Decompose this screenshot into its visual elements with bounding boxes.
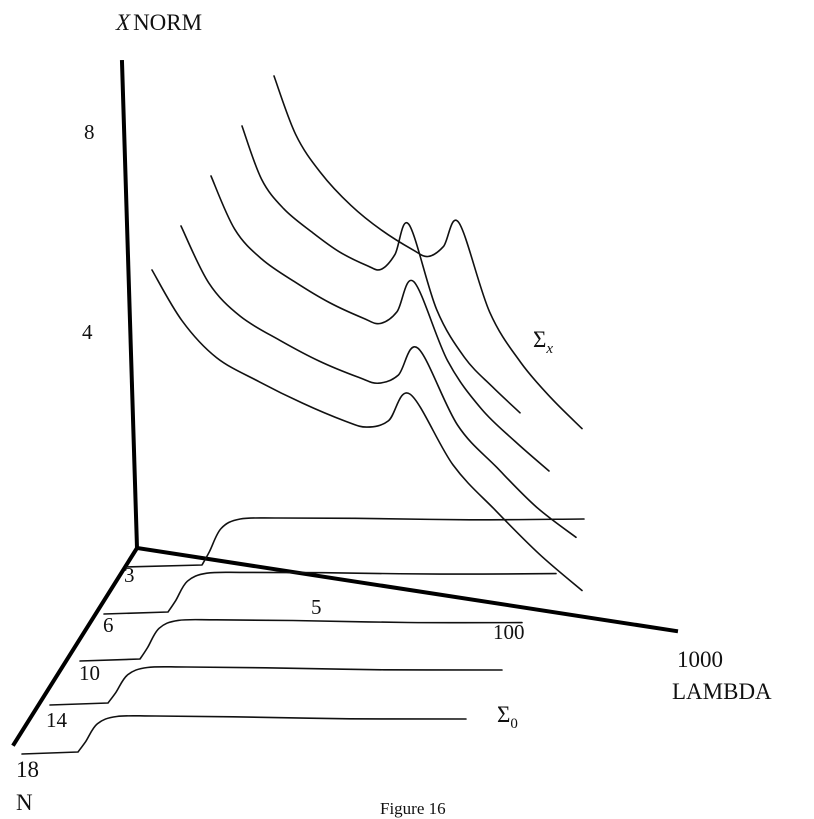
sigma-0-symbol: Σ bbox=[497, 702, 510, 727]
sigma-0-curve-n6 bbox=[103, 571, 557, 615]
sigma-x-label: Σx bbox=[533, 327, 553, 357]
sigma-x-symbol: Σ bbox=[533, 327, 546, 352]
n-tick-3: 3 bbox=[124, 563, 135, 587]
sigma-x-curve-n6 bbox=[241, 125, 521, 414]
lambda-axis-line bbox=[134, 545, 679, 634]
n-tick-10: 10 bbox=[79, 661, 100, 685]
n-axis-value: 18 bbox=[16, 757, 39, 782]
lambda-tick-5: 5 bbox=[311, 595, 322, 619]
z-axis-line bbox=[119, 59, 140, 551]
n-axis-line bbox=[11, 545, 140, 747]
sigma-0-curve-n3 bbox=[125, 517, 585, 568]
lambda-tick-100: 100 bbox=[493, 620, 525, 644]
z-axis-label-italic: X bbox=[115, 10, 131, 35]
sigma-0-subscript: 0 bbox=[510, 716, 518, 732]
sigma-x-subscript: x bbox=[545, 341, 553, 357]
z-axis-label-text: NORM bbox=[133, 10, 202, 35]
z-tick-8: 8 bbox=[84, 120, 95, 144]
sigma-x-curve-n10 bbox=[210, 175, 550, 472]
figure-caption: Figure 16 bbox=[380, 799, 446, 818]
sigma-x-surface bbox=[151, 75, 583, 592]
n-tick-14: 14 bbox=[46, 708, 68, 732]
sigma-0-curve-n18 bbox=[21, 714, 467, 755]
sigma-0-label: Σ0 bbox=[497, 702, 518, 732]
lambda-axis-label: LAMBDA bbox=[672, 679, 772, 704]
n-tick-6: 6 bbox=[103, 613, 114, 637]
lambda-axis-value: 1000 bbox=[677, 647, 723, 672]
n-axis-label: N bbox=[16, 790, 33, 815]
z-tick-4: 4 bbox=[82, 320, 93, 344]
sigma-x-curve-n14 bbox=[180, 225, 577, 539]
z-axis-label: X NORM bbox=[115, 10, 202, 35]
sigma-0-curve-n10 bbox=[79, 618, 523, 662]
sigma-0-curve-n14 bbox=[49, 665, 503, 706]
sigma-x-curve-n18 bbox=[151, 269, 583, 592]
sigma-x-curve-n3 bbox=[273, 75, 583, 430]
sigma-0-surface bbox=[21, 517, 585, 755]
